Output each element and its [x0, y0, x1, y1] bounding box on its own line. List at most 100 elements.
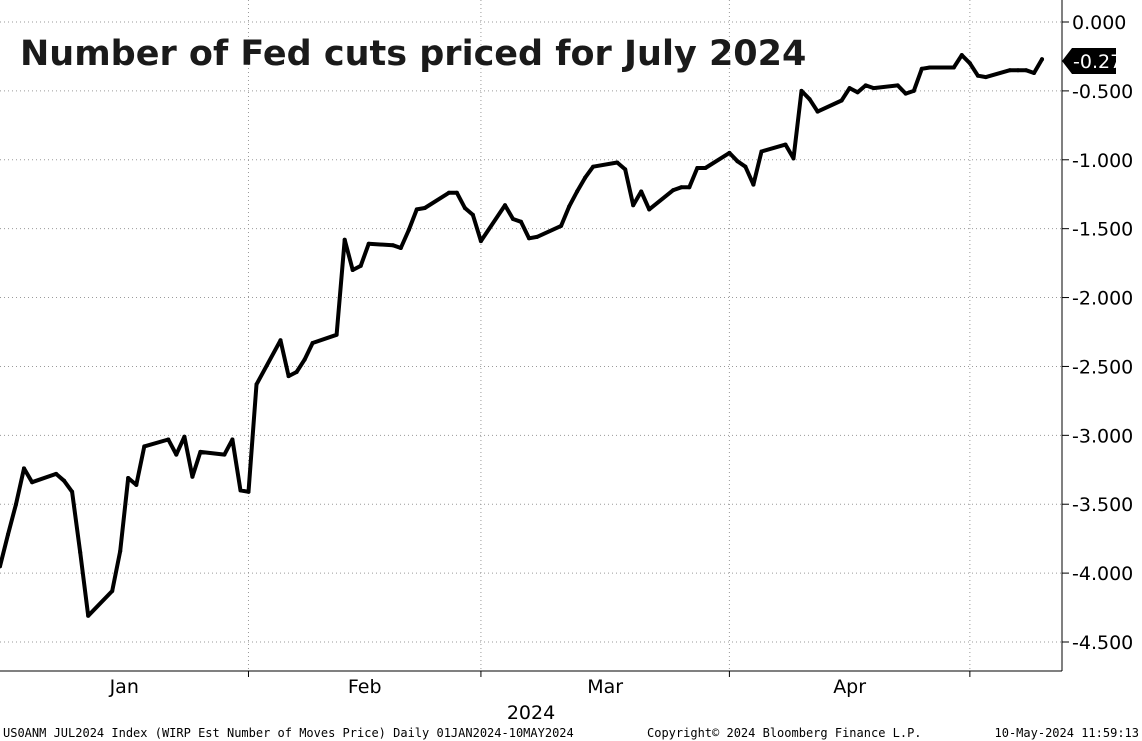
y-tick-label: 0.000	[1072, 12, 1126, 34]
data-point	[62, 478, 67, 483]
y-tick-label: -2.500	[1072, 356, 1133, 378]
data-point	[310, 341, 315, 345]
data-point	[815, 109, 820, 114]
data-point	[198, 449, 203, 454]
data-point	[799, 88, 804, 93]
data-point	[54, 471, 59, 476]
data-point	[567, 204, 572, 209]
data-point	[855, 90, 860, 95]
data-point	[366, 241, 371, 246]
y-tick-label: -4.500	[1072, 632, 1133, 654]
x-axis-ticks: Jan Feb Mar Apr	[109, 671, 971, 698]
data-point	[350, 268, 355, 272]
data-point	[246, 489, 251, 494]
data-point	[759, 149, 764, 154]
data-point	[847, 86, 852, 91]
data-point	[254, 382, 259, 387]
data-point	[446, 190, 451, 195]
y-tick-label: -1.500	[1072, 219, 1133, 241]
data-point	[511, 217, 515, 221]
data-point	[182, 434, 187, 439]
data-point	[911, 88, 916, 93]
data-point	[30, 480, 35, 485]
data-point	[398, 246, 403, 250]
data-point	[631, 203, 636, 208]
data-point	[863, 83, 868, 88]
data-point	[623, 167, 628, 172]
data-point	[14, 502, 18, 507]
y-axis-ticks: 0.000 -0.500 -1.000 -1.500 -2.000 -2.500 -3.00…	[1062, 12, 1133, 654]
data-point	[1032, 71, 1036, 75]
data-point	[671, 188, 676, 193]
data-point	[839, 98, 844, 103]
last-value-label: -0.270	[1073, 51, 1134, 73]
x-axis-year-label: 2024	[507, 702, 555, 724]
data-point	[222, 452, 227, 457]
data-point	[334, 332, 339, 337]
data-point	[294, 370, 299, 374]
data-point	[959, 53, 964, 58]
data-point	[983, 75, 988, 80]
data-point	[342, 237, 347, 242]
data-point	[190, 474, 195, 479]
data-point	[751, 182, 756, 187]
data-point	[687, 185, 692, 190]
data-point	[903, 91, 908, 96]
data-point	[791, 156, 796, 161]
data-point	[1016, 68, 1020, 73]
data-point	[975, 73, 980, 78]
data-point	[414, 207, 419, 212]
data-point	[919, 66, 924, 71]
data-point	[951, 65, 956, 70]
y-tick-label: -0.500	[1072, 81, 1133, 103]
footer-timestamp: 10-May-2024 11:59:13	[995, 726, 1140, 740]
data-point	[358, 263, 363, 268]
x-tick-label: Mar	[587, 676, 623, 698]
data-point	[6, 532, 10, 537]
footer-copyright: Copyright© 2024 Bloomberg Finance L.P.	[647, 726, 922, 740]
data-point	[647, 207, 652, 212]
data-point	[278, 338, 283, 343]
data-point	[302, 357, 307, 362]
y-tick-label: -2.000	[1072, 288, 1133, 310]
data-point	[703, 166, 708, 170]
data-point	[895, 83, 900, 88]
data-point	[462, 206, 467, 210]
data-point	[967, 61, 972, 66]
data-point	[238, 488, 243, 493]
data-point	[519, 219, 523, 224]
data-point	[22, 466, 26, 471]
data-point	[927, 65, 932, 70]
data-point	[615, 160, 620, 165]
data-point	[1007, 68, 1012, 73]
data-point	[503, 203, 507, 208]
x-tick-label: Apr	[833, 676, 866, 698]
data-point	[1024, 68, 1028, 73]
last-value-badge	[1062, 48, 1116, 74]
data-point	[126, 476, 131, 480]
data-point	[807, 97, 812, 102]
data-point	[735, 159, 740, 164]
data-point	[695, 166, 700, 170]
data-point	[783, 142, 788, 147]
grid-lines	[0, 0, 1062, 671]
y-tick-label: -1.000	[1072, 150, 1133, 172]
y-tick-label: -4.000	[1072, 563, 1133, 585]
data-point	[406, 228, 411, 232]
data-point	[0, 564, 2, 569]
data-point	[591, 164, 596, 169]
data-point	[478, 239, 483, 244]
data-point	[286, 374, 291, 379]
data-point	[727, 150, 732, 155]
data-point	[639, 189, 644, 194]
data-point	[230, 437, 235, 442]
data-point	[78, 550, 83, 555]
data-point	[679, 185, 684, 190]
data-point	[743, 164, 748, 169]
data-point	[470, 212, 475, 217]
y-tick-label: -3.000	[1072, 425, 1133, 447]
data-point	[583, 175, 588, 180]
footer-source: US0ANM JUL2024 Index (WIRP Est Number of…	[3, 726, 574, 740]
data-point	[166, 437, 171, 442]
